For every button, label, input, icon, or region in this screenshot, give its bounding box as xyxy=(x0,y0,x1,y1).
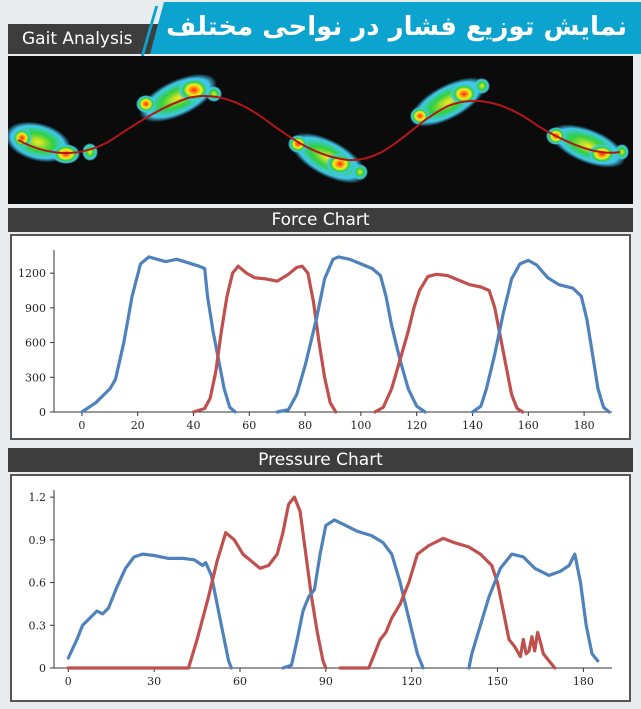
series-line-4 xyxy=(338,536,557,670)
x-tick-label: 0 xyxy=(78,419,85,432)
x-tick-label: 140 xyxy=(462,419,483,432)
x-tick-label: 160 xyxy=(518,419,539,432)
x-tick-label: 60 xyxy=(233,675,247,688)
y-tick-label: 900 xyxy=(25,302,46,315)
series-line-5 xyxy=(470,258,611,414)
y-tick-label: 0.3 xyxy=(29,619,47,632)
series-line-5 xyxy=(467,552,600,670)
y-tick-label: 0.6 xyxy=(29,577,47,590)
x-tick-label: 180 xyxy=(573,675,594,688)
x-tick-label: 100 xyxy=(350,419,371,432)
y-tick-label: 0 xyxy=(39,406,46,419)
gait-analysis-badge: Gait Analysis xyxy=(8,24,160,54)
footprint-pressure-map xyxy=(4,56,633,204)
footprint-5 xyxy=(546,124,629,168)
footprint-2 xyxy=(136,73,222,123)
axes: 0 300 600 900 1200 0 20 40 60 80 100 120 140 160 180 xyxy=(18,250,612,432)
footprint-heatmap-svg xyxy=(4,73,629,184)
pressure-chart-title: Pressure Chart xyxy=(8,448,633,472)
y-tick-label: 300 xyxy=(25,371,46,384)
header: Gait Analysis نمایش توزیع فشار در نواحی … xyxy=(0,0,641,56)
pressure-chart: 0 0.3 0.6 0.9 1.2 0 30 60 90 120 150 180 xyxy=(10,474,631,702)
x-tick-label: 120 xyxy=(406,419,427,432)
force-chart-title: Force Chart xyxy=(8,208,633,232)
x-tick-label: 150 xyxy=(487,675,508,688)
x-tick-label: 20 xyxy=(131,419,145,432)
force-chart: 0 300 600 900 1200 0 20 40 60 80 100 120 140 160 180 xyxy=(10,234,631,440)
x-tick-label: 40 xyxy=(187,419,201,432)
x-tick-label: 30 xyxy=(147,675,161,688)
series-line-2 xyxy=(191,264,338,414)
y-tick-label: 1.2 xyxy=(29,491,47,504)
series-line-1 xyxy=(66,552,233,670)
x-tick-label: 60 xyxy=(242,419,256,432)
footprint-1 xyxy=(4,121,98,164)
page-title: نمایش توزیع فشار در نواحی مختلف پا xyxy=(150,2,641,54)
x-tick-label: 0 xyxy=(65,675,72,688)
pressure-chart-svg: 0 0.3 0.6 0.9 1.2 0 30 60 90 120 150 180 xyxy=(29,490,612,688)
gait-line xyxy=(17,95,621,162)
axes: 0 0.3 0.6 0.9 1.2 0 30 60 90 120 150 180 xyxy=(29,490,612,688)
y-tick-label: 1200 xyxy=(18,267,46,280)
x-tick-label: 180 xyxy=(574,419,595,432)
series-line-3 xyxy=(281,518,425,670)
x-tick-label: 90 xyxy=(319,675,333,688)
series-line-3 xyxy=(275,255,427,414)
y-tick-label: 0 xyxy=(39,662,46,675)
y-tick-label: 0.9 xyxy=(29,534,47,547)
series-line-4 xyxy=(373,272,525,414)
force-chart-svg: 0 300 600 900 1200 0 20 40 60 80 100 120 140 160 180 xyxy=(18,250,612,432)
x-tick-label: 80 xyxy=(298,419,312,432)
series-line-2 xyxy=(66,495,328,670)
y-tick-label: 600 xyxy=(25,337,46,350)
footprint-3 xyxy=(288,132,368,184)
x-tick-label: 120 xyxy=(401,675,422,688)
